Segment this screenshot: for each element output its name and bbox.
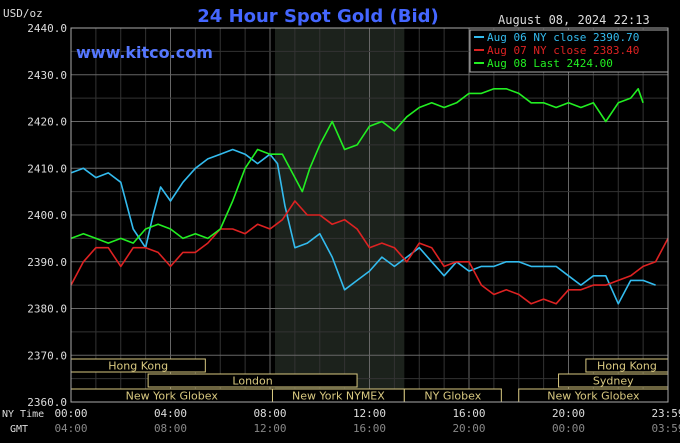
x-tick-label-gmt: 00:00 (552, 422, 585, 435)
series-line-2 (70, 200, 669, 305)
x-tick-label-ny: 16:00 (452, 407, 485, 420)
y-tick-label: 2380.0 (27, 303, 67, 316)
brand-label: www.kitco.com (76, 43, 213, 62)
y-tick-label: 2390.0 (27, 256, 67, 269)
market-sessions: Hong Kong Hong Kong London Sydney New York G… (70, 358, 669, 403)
plot-frame (70, 27, 669, 403)
legend-entry: Aug 07 NY close 2383.40 (487, 44, 639, 57)
session-label: New York Globex (547, 390, 640, 403)
x-tick-label-gmt: 16:00 (353, 422, 386, 435)
session-label: Hong Kong (597, 360, 657, 373)
y-tick-label: 2420.0 (27, 116, 67, 129)
x-tick-label-gmt: 20:00 (452, 422, 485, 435)
session-label: Sydney (593, 375, 634, 388)
x-tick-label-ny: 12:00 (353, 407, 386, 420)
session-bar (147, 373, 358, 388)
legend-entry: Aug 06 NY close 2390.70 (487, 31, 639, 44)
legend-entry: Aug 08 Last 2424.00 (487, 57, 613, 70)
session-label: London (232, 375, 272, 388)
series-line-1 (70, 148, 656, 305)
session-label: New York Globex (126, 390, 219, 403)
x-tick-label-gmt: 12:00 (253, 422, 286, 435)
x-tick-label-ny: 20:00 (552, 407, 585, 420)
series-line-3 (70, 88, 644, 244)
x-tick-label-ny: 08:00 (253, 407, 286, 420)
timestamp: August 08, 2024 22:13 (498, 13, 650, 27)
session-label: NY Globex (424, 390, 481, 403)
session-label: New York NYMEX (292, 390, 385, 403)
session-label: Hong Kong (108, 360, 168, 373)
y-tick-label: 2410.0 (27, 162, 67, 175)
ny-time-label: NY Time (2, 409, 44, 420)
gmt-label: GMT (10, 424, 28, 435)
chart-title: 24 Hour Spot Gold (Bid) (197, 6, 438, 27)
series-lines (70, 88, 669, 305)
y-tick-label: 2440.0 (27, 22, 67, 35)
y-tick-label: 2430.0 (27, 69, 67, 82)
x-tick-label-ny: 00:00 (54, 407, 87, 420)
x-tick-label-ny: 04:00 (154, 407, 187, 420)
x-tick-label-gmt: 03:59 (651, 422, 680, 435)
y-tick-label: 2360.0 (27, 396, 67, 409)
x-tick-label-gmt: 08:00 (154, 422, 187, 435)
y-tick-label: 2400.0 (27, 209, 67, 222)
axes: 2440.0 2430.0 2420.0 2410.0 2400.0 2390.0 2380… (27, 22, 680, 435)
y-axis-label: USD/oz (3, 7, 43, 20)
y-tick-label: 2370.0 (27, 349, 67, 362)
x-tick-label-gmt: 04:00 (54, 422, 87, 435)
x-tick-label-ny: 23:59 (651, 407, 680, 420)
